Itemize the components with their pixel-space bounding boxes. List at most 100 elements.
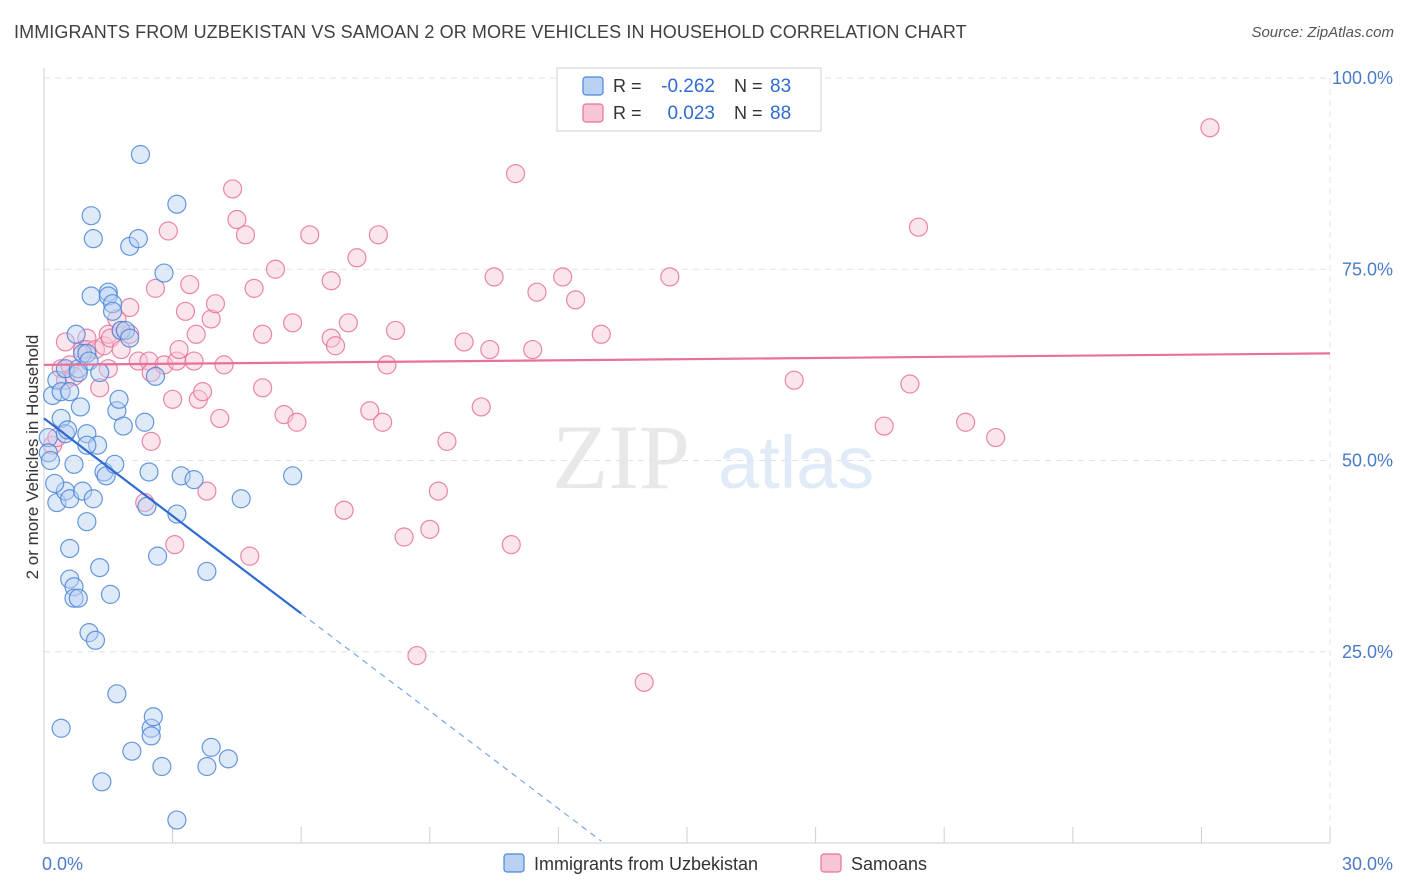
samoans-point: [186, 324, 206, 344]
samoans-point: [165, 535, 185, 555]
uzbekistan-point: [167, 810, 187, 830]
uzbekistan-point: [201, 737, 221, 757]
uzbekistan-point: [90, 362, 110, 383]
watermark: ZIP atlas: [552, 406, 874, 508]
uzbekistan-point: [83, 489, 103, 509]
samoans-point: [501, 535, 521, 555]
uzbekistan-point: [231, 489, 251, 509]
samoans-point: [169, 339, 189, 360]
legend-n-value-pink: 88: [770, 103, 791, 124]
samoans-point: [90, 378, 110, 398]
samoans-point: [205, 294, 226, 314]
uzbekistan-point: [152, 756, 172, 777]
uzbekistan-point: [90, 557, 110, 578]
samoans-point: [128, 351, 148, 371]
samoans-point: [368, 225, 388, 245]
legend-swatch-blue: [582, 76, 604, 96]
samoans-point: [240, 546, 260, 566]
y-tick-label-0: 25.0%: [1342, 642, 1393, 662]
uzbekistan-point: [70, 397, 91, 417]
samoans-point: [223, 179, 243, 199]
uzbekistan-point: [77, 343, 97, 363]
samoans-point: [120, 297, 140, 318]
samoans-points: [42, 118, 1220, 692]
samoans-point: [235, 225, 256, 245]
uzbekistan-point: [147, 546, 168, 566]
bottom-legend-label-pink: Samoans: [851, 854, 927, 874]
samoans-point: [1200, 118, 1220, 138]
samoans-point: [956, 412, 976, 432]
samoans-point: [373, 412, 393, 432]
watermark-zip: ZIP: [552, 406, 690, 508]
legend-swatch-pink: [582, 103, 604, 123]
uzbekistan-point: [122, 741, 142, 761]
axes: [43, 68, 1331, 844]
uzbekistan-point: [102, 294, 123, 314]
y-tick-label-1: 50.0%: [1342, 451, 1393, 471]
samoans-point: [193, 382, 213, 402]
samoans-point: [334, 500, 354, 520]
legend-r-label-pink: R =: [613, 103, 642, 123]
legend-n-label-pink: N =: [734, 103, 763, 123]
grid-lines: [44, 77, 1331, 843]
samoans-point: [377, 355, 397, 375]
uzbekistan-point: [77, 512, 97, 532]
samoans-point: [471, 397, 491, 417]
bottom-legend: Immigrants from Uzbekistan Samoans: [503, 853, 927, 874]
uzbekistan-point: [197, 756, 217, 777]
uzbekistan-point: [85, 630, 106, 650]
samoans-point: [265, 259, 286, 279]
uzbekistan-point: [102, 301, 123, 321]
chart-title: IMMIGRANTS FROM UZBEKISTAN VS SAMOAN 2 O…: [14, 22, 967, 42]
y-axis-label: 2 or more Vehicles in Household: [23, 335, 42, 580]
samoans-point: [420, 519, 440, 539]
samoans-point: [986, 427, 1006, 448]
samoans-point: [244, 278, 264, 298]
samoans-point: [360, 401, 380, 421]
top-legend: R = -0.262 N = 83 R = 0.023 N = 88: [556, 67, 822, 132]
uzbekistan-point: [171, 466, 191, 486]
samoans-point: [141, 431, 161, 451]
legend-r-value-pink: 0.023: [667, 103, 715, 124]
samoans-point: [407, 645, 427, 666]
samoans-point: [325, 336, 346, 356]
uzbekistan-point: [68, 588, 88, 608]
legend-n-label-blue: N =: [734, 76, 763, 96]
uzbekistan-point: [72, 481, 93, 501]
uzbekistan-point: [81, 206, 101, 226]
samoans-point: [201, 309, 221, 329]
samoans-point: [565, 290, 586, 310]
y-tick-label-2: 75.0%: [1342, 259, 1393, 279]
samoans-point: [227, 209, 247, 230]
samoans-point: [394, 527, 414, 547]
uzbekistan-point: [51, 408, 71, 429]
samoans-point: [900, 374, 920, 394]
tick-labels: 25.0% 50.0% 75.0% 100.0% 0.0% 30.0%: [42, 68, 1393, 874]
uzbekistan-point: [141, 726, 161, 746]
samoans-point: [553, 267, 573, 287]
uzbekistan-point: [154, 263, 174, 283]
uzbekistan-point: [45, 473, 65, 494]
uzbekistan-point: [64, 577, 84, 597]
uzbekistan-point: [283, 466, 303, 486]
samoans-point: [253, 324, 273, 344]
uzbekistan-point: [107, 684, 127, 704]
uzbekistan-trend-line: [43, 417, 302, 615]
uzbekistan-point: [167, 194, 187, 214]
uzbekistan-point: [100, 584, 121, 604]
samoans-point: [321, 271, 341, 291]
uzbekistan-point: [135, 412, 155, 432]
samoans-point: [180, 274, 200, 295]
uzbekistan-point: [66, 324, 86, 344]
samoans-point: [437, 431, 457, 451]
samoans-point: [480, 339, 500, 360]
bottom-legend-label-blue: Immigrants from Uzbekistan: [534, 854, 758, 874]
samoans-point: [145, 278, 166, 298]
uzbekistan-point: [64, 588, 84, 608]
samoans-point: [338, 313, 358, 333]
uzbekistan-point: [143, 707, 163, 727]
uzbekistan-point: [60, 382, 80, 402]
uzbekistan-point: [105, 454, 125, 474]
samoans-point: [175, 301, 196, 321]
trend-lines: [43, 352, 1331, 842]
